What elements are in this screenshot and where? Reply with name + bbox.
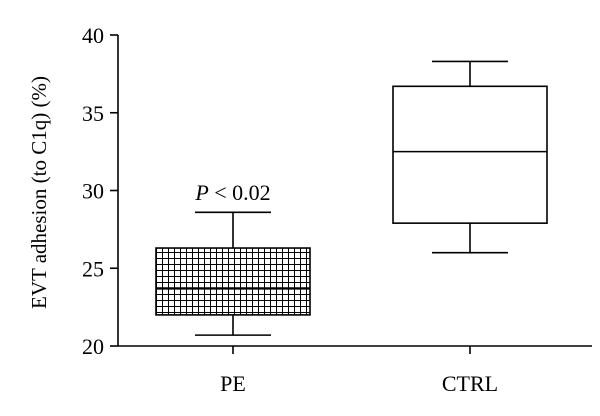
p-value-annotation: P < 0.02: [194, 180, 270, 205]
p-symbol: P: [194, 180, 208, 205]
y-tick-label: 35: [82, 101, 104, 126]
y-axis-title: EVT adhesion (to C1q) (%): [27, 76, 51, 309]
boxes: [155, 60, 548, 336]
y-tick-label: 20: [82, 334, 104, 359]
y-tick-label: 40: [82, 23, 104, 48]
iqr-box: [392, 85, 548, 224]
x-category-label: PE: [220, 371, 246, 396]
y-tick-label: 25: [82, 256, 104, 281]
y-tick-label: 30: [82, 179, 104, 204]
p-value-text: < 0.02: [209, 180, 271, 205]
box-ctrl: [392, 60, 548, 254]
labels: EVT adhesion (to C1q) (%) P < 0.02: [27, 76, 271, 309]
axes: 20 25 30 35 40 PE CTRL: [82, 23, 592, 396]
box-pe: [155, 211, 311, 336]
x-category-label: CTRL: [442, 371, 498, 396]
iqr-box: [155, 247, 311, 316]
